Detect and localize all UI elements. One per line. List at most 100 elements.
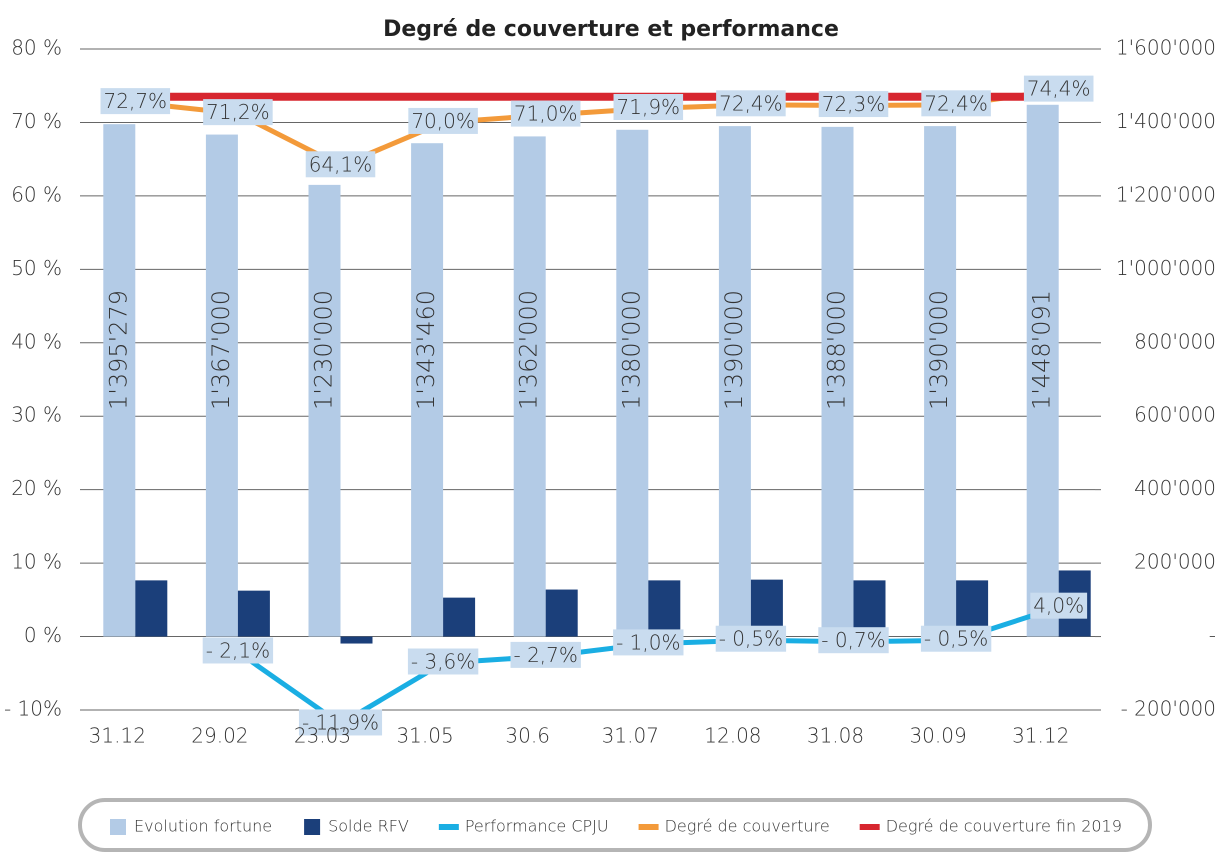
x-tick-label: 31.12 (89, 724, 146, 748)
bar-value-label: 1'367'000 (207, 290, 235, 410)
y-tick-label: 10 % (11, 550, 62, 574)
label-box (1030, 592, 1088, 619)
legend-swatch (638, 824, 659, 830)
bar-value-label: 1'230'000 (310, 290, 338, 410)
bar-value-label: 1'362'000 (515, 290, 543, 410)
label-box (510, 100, 581, 127)
label-box (203, 99, 273, 126)
bar (821, 126, 854, 637)
bar (513, 136, 546, 637)
label-box (921, 90, 991, 117)
y-tick-label: 80 % (11, 36, 62, 60)
x-tick-label: 31.12 (1012, 724, 1069, 748)
y2-tick-label: 400'000 (1134, 476, 1216, 500)
bar-value-label: 1'395'279 (104, 290, 132, 410)
label-box (298, 709, 383, 736)
legend-label: Degré de couverture fin 2019 (886, 817, 1122, 836)
line-value-label: 71,9% (617, 95, 681, 119)
line-value-label: - 0,5% (719, 627, 783, 651)
legend-label: Evolution fortune (134, 817, 272, 836)
x-tick-label: 30.09 (909, 724, 966, 748)
y2-tick-label: 1'200'000 (1116, 182, 1216, 206)
bar (718, 126, 751, 637)
label-box (100, 88, 171, 115)
line-value-label: 72,4% (719, 91, 783, 115)
y2-tick-label: - (1209, 623, 1216, 647)
bars (103, 104, 1091, 644)
line-value-label: 72,3% (822, 92, 886, 116)
line-value-label: 72,7% (104, 89, 168, 113)
y2-tick-label: 200'000 (1134, 550, 1216, 574)
line-value-label: 71,2% (206, 100, 270, 124)
legend-label: Degré de couverture (665, 817, 830, 836)
bar-value-label: 1'380'000 (617, 290, 645, 410)
bar (648, 580, 681, 637)
bar (616, 129, 649, 637)
line-value-label: 4,0% (1033, 594, 1084, 618)
y2-tick-label: 800'000 (1134, 329, 1216, 353)
y-tick-label: 20 % (11, 476, 62, 500)
bar-value-label: 1'448'091 (1028, 290, 1056, 410)
line-value-label: 71,0% (514, 102, 578, 126)
legend-label: Performance CPJU (465, 817, 609, 836)
line-value-label: - 1,0% (616, 630, 680, 654)
x-tick-label: 31.07 (602, 724, 659, 748)
y-tick-label: 0 % (24, 623, 62, 647)
legend-box (78, 798, 1152, 852)
legend-swatch (438, 824, 459, 830)
bar (308, 184, 341, 637)
y-tick-label: 30 % (11, 403, 62, 427)
y-tick-label: 70 % (11, 109, 62, 133)
x-tick-label: 23.03 (294, 724, 351, 748)
x-tick-label: 29.02 (191, 724, 248, 748)
legend-swatch (304, 819, 321, 835)
bar-value-label: 1'390'000 (720, 290, 748, 410)
bar-value-label: 1'388'000 (823, 290, 851, 410)
legend-swatch (110, 819, 126, 835)
y-tick-label: 50 % (11, 256, 62, 280)
line-value-label: - 3,6% (411, 649, 475, 673)
line-value-label: - 0,7% (821, 628, 885, 652)
label-box (510, 641, 581, 668)
y2-tick-label: 1'000'000 (1116, 256, 1216, 280)
line-value-label: - 2,1% (206, 638, 270, 662)
y-tick-label: - 10% (4, 697, 62, 721)
x-tick-label: 31.05 (396, 724, 453, 748)
bar (340, 636, 373, 644)
bar (924, 126, 957, 637)
label-box (818, 627, 889, 654)
line-value-label: 64,1% (309, 152, 373, 176)
chart-title: Degré de couverture et performance (383, 17, 839, 42)
lines (135, 87, 1060, 727)
legend-label: Solde RFV (328, 817, 409, 836)
line-value-label: - 11,9% (302, 710, 379, 734)
bar-value-label: 1'343'460 (412, 290, 440, 410)
x-tick-label: 30.6 (505, 724, 550, 748)
label-box (1023, 75, 1094, 102)
bar (103, 124, 136, 637)
label-box (407, 648, 479, 675)
bar-value-label: 1'390'000 (925, 290, 953, 410)
x-tick-label: 31.08 (807, 724, 864, 748)
label-box (613, 93, 684, 120)
label-box (920, 625, 992, 652)
line-value-label: 70,0% (411, 109, 475, 133)
label-box (716, 90, 786, 117)
label-box (613, 629, 684, 656)
line (135, 87, 1060, 169)
label-box (202, 637, 274, 664)
bar (135, 580, 168, 637)
label-box (305, 151, 376, 178)
line-value-label: 72,4% (924, 91, 988, 115)
line-value-label: - 0,5% (924, 627, 988, 651)
x-tick-label: 12.08 (704, 724, 761, 748)
y2-tick-label: 600'000 (1134, 403, 1216, 427)
line-value-label: - 2,7% (514, 643, 578, 667)
legend-swatch (859, 824, 880, 830)
label-box (408, 107, 478, 134)
y2-tick-label: 1'600'000 (1116, 36, 1216, 60)
y2-tick-label: 1'400'000 (1116, 109, 1216, 133)
line-value-label: 74,4% (1027, 77, 1091, 101)
y-tick-label: 60 % (11, 182, 62, 206)
